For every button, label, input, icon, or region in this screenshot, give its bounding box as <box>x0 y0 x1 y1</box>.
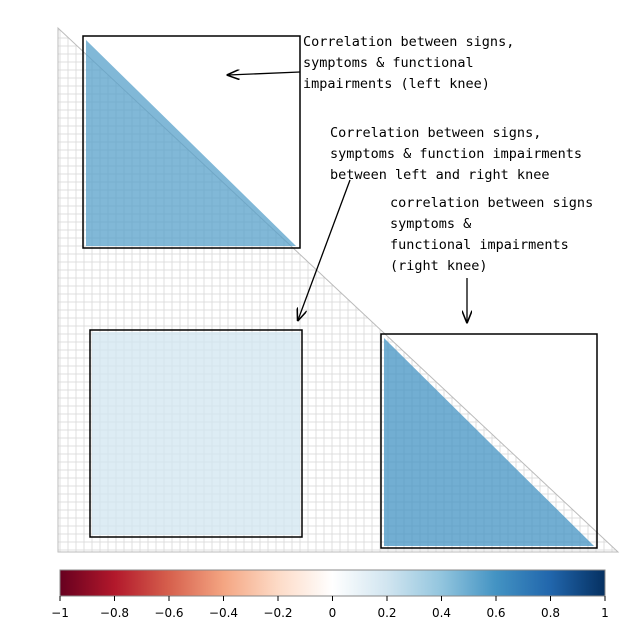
annotation: correlation between signs <box>390 195 593 211</box>
correlation-region <box>86 40 296 246</box>
annotation: (right knee) <box>390 258 488 274</box>
colorbar-tick-label: −0.6 <box>154 606 183 620</box>
colorbar-tick-label: 0.6 <box>486 606 505 620</box>
correlation-region <box>92 332 300 535</box>
annotation: symptoms & function impairments <box>330 146 582 162</box>
colorbar-tick-label: −0.8 <box>100 606 129 620</box>
arrow <box>228 72 301 75</box>
colorbar-tick-label: 1 <box>601 606 609 620</box>
annotation: symptoms & <box>390 216 472 232</box>
annotation: Correlation between signs, <box>330 125 541 141</box>
colorbar-tick-label: 0 <box>329 606 337 620</box>
block-box <box>82 35 301 249</box>
annotation: between left and right knee <box>330 167 549 183</box>
annotation: functional impairments <box>390 237 569 253</box>
arrow <box>298 179 351 320</box>
annotation: impairments (left knee) <box>303 76 490 92</box>
colorbar-tick-label: −0.2 <box>263 606 292 620</box>
colorbar-tick-label: −0.4 <box>209 606 238 620</box>
colorbar-tick-label: 0.2 <box>377 606 396 620</box>
colorbar-tick-label: −1 <box>51 606 69 620</box>
block-box <box>380 333 598 549</box>
correlation-region <box>384 338 594 546</box>
colorbar <box>59 569 606 597</box>
block-box <box>89 329 303 538</box>
annotation: Correlation between signs, <box>303 34 514 50</box>
colorbar-tick-label: 0.4 <box>432 606 451 620</box>
colorbar-tick-label: 0.8 <box>541 606 560 620</box>
annotation: symptoms & functional <box>303 55 474 71</box>
